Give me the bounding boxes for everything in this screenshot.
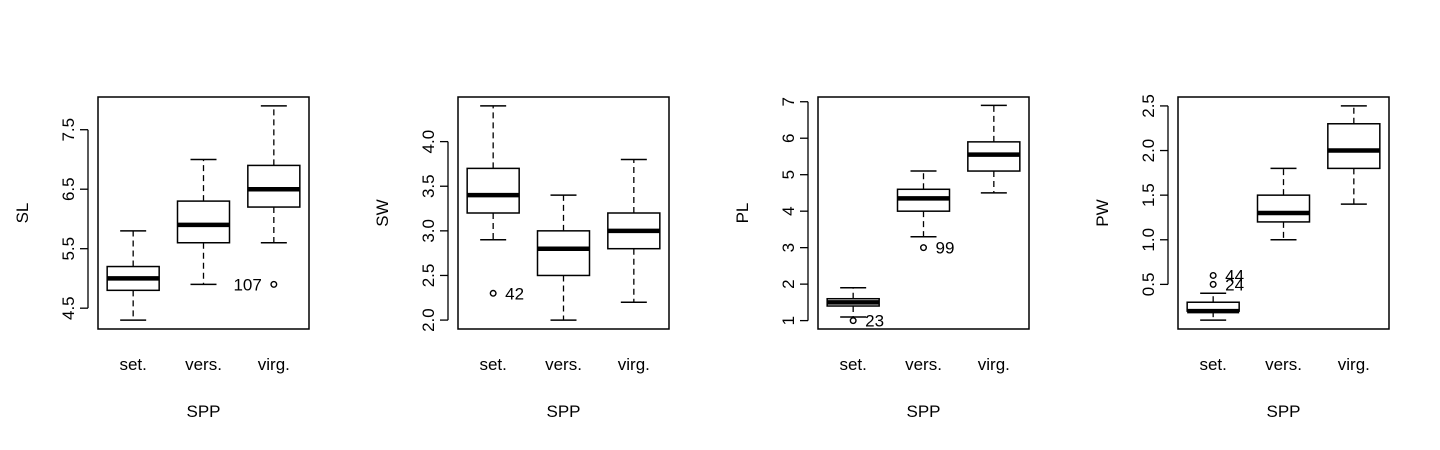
x-category-label: virg.: [978, 355, 1010, 374]
box-iqr: [1256, 194, 1311, 223]
plot-frame: [97, 96, 310, 330]
outlier-label: 99: [936, 239, 955, 258]
box-virg: [967, 104, 1021, 194]
y-tick-label: 2.0: [419, 308, 438, 332]
outlier-label: 24: [1225, 275, 1244, 294]
y-axis-title: PW: [1093, 199, 1112, 226]
x-category-label: vers.: [545, 355, 582, 374]
box-vers: [176, 158, 231, 286]
y-axis-title: PL: [733, 203, 752, 224]
x-category-label: virg.: [1338, 355, 1370, 374]
y-tick-label: 1.0: [1139, 228, 1158, 252]
y-tick-label: 4.5: [59, 296, 78, 320]
x-category-label: set.: [119, 355, 146, 374]
y-axis-title: SL: [13, 203, 32, 224]
y-tick-label: 6.5: [59, 177, 78, 201]
y-tick-label: 2.5: [1139, 94, 1158, 118]
outlier-label: 107: [233, 275, 261, 294]
outlier-label: 42: [505, 284, 524, 303]
y-tick-label: 4.0: [419, 130, 438, 154]
outlier-point: [270, 280, 278, 288]
y-tick-label: 7.5: [59, 118, 78, 142]
y-tick-label: 2: [779, 279, 798, 288]
x-category-label: vers.: [905, 355, 942, 374]
box-vers: [536, 194, 591, 321]
y-tick-label: 4: [779, 206, 798, 215]
x-category-label: vers.: [185, 355, 222, 374]
y-tick-label: 5.5: [59, 237, 78, 261]
box-set: 23: [826, 287, 884, 331]
outlier-label: 23: [865, 312, 884, 331]
y-tick-label: 0.5: [1139, 273, 1158, 297]
box-iqr: [176, 200, 231, 244]
x-category-label: virg.: [618, 355, 650, 374]
outlier-point: [849, 317, 857, 325]
chart-panel-2: 2.0 2.5 3.0 3.5 4.0 SW set. vers. virg. SPP 42: [373, 96, 670, 421]
x-axis-title: SPP: [906, 402, 940, 421]
outlier-point: [1209, 271, 1217, 279]
x-category-label: vers.: [1265, 355, 1302, 374]
x-category-label: virg.: [258, 355, 290, 374]
y-axis-title: SW: [373, 199, 392, 226]
plot-frame: [817, 96, 1030, 330]
x-category-label: set.: [1199, 355, 1226, 374]
y-tick-label: 3.0: [419, 219, 438, 243]
box-set: [106, 230, 160, 321]
box-vers: [1256, 167, 1311, 241]
box-iqr: [466, 167, 520, 214]
x-axis-title: SPP: [1266, 402, 1300, 421]
box-virg: 107: [233, 105, 301, 294]
y-tick-label: 3: [779, 243, 798, 252]
x-axis-title: SPP: [186, 402, 220, 421]
box-vers: 99: [896, 170, 955, 258]
box-set: 42: [466, 105, 524, 303]
y-tick-label: 2.0: [1139, 139, 1158, 163]
box-virg: [1327, 105, 1381, 205]
box-iqr: [536, 230, 591, 277]
y-tick-label: 7: [779, 97, 798, 106]
y-tick-label: 6: [779, 133, 798, 142]
outlier-point: [489, 289, 497, 297]
outlier-point: [920, 244, 928, 252]
chart-panel-1: 4.5 5.5 6.5 7.5 SL set. vers. virg. SPP 107: [13, 96, 310, 421]
plot-frame: [457, 96, 670, 330]
box-iqr: [1327, 123, 1381, 170]
y-tick-label: 1.5: [1139, 183, 1158, 207]
plot-frame: [1177, 96, 1390, 330]
y-tick-label: 3.5: [419, 174, 438, 198]
y-tick-label: 2.5: [419, 264, 438, 288]
box-iqr: [247, 164, 301, 208]
x-axis-title: SPP: [546, 402, 580, 421]
outlier-label: 44: [1225, 266, 1244, 285]
x-category-label: set.: [479, 355, 506, 374]
outlier-point: [1209, 280, 1217, 288]
y-tick-label: 1: [779, 316, 798, 325]
x-category-label: set.: [839, 355, 866, 374]
y-tick-label: 5: [779, 170, 798, 179]
box-virg: [607, 158, 661, 303]
